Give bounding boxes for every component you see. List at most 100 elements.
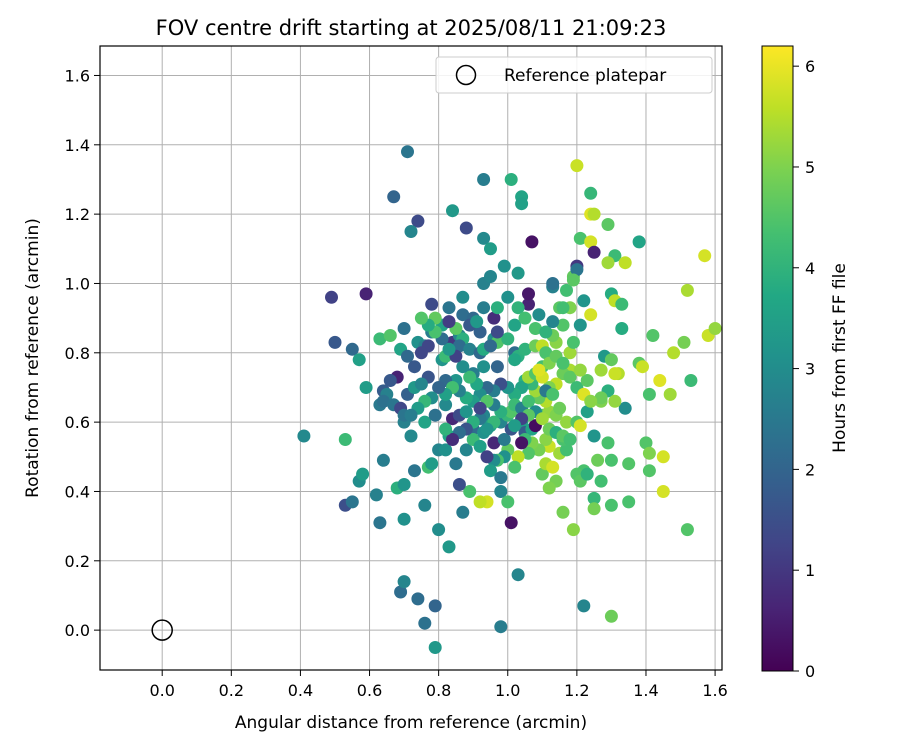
data-point bbox=[639, 436, 653, 450]
data-point bbox=[373, 332, 387, 346]
y-tick-label: 1.6 bbox=[65, 66, 90, 85]
data-point bbox=[494, 471, 508, 485]
data-point bbox=[408, 360, 421, 374]
data-point bbox=[546, 315, 560, 329]
data-point bbox=[432, 381, 446, 394]
data-point bbox=[459, 221, 473, 235]
data-point bbox=[680, 283, 694, 297]
legend: Reference platepar bbox=[435, 56, 713, 94]
data-point bbox=[456, 505, 470, 519]
data-point bbox=[397, 322, 411, 335]
data-point bbox=[584, 186, 598, 200]
data-point bbox=[297, 429, 311, 443]
data-point bbox=[532, 308, 546, 322]
x-tick-label: 0.8 bbox=[426, 681, 451, 700]
data-point bbox=[428, 408, 442, 422]
data-point bbox=[494, 620, 508, 634]
data-point bbox=[622, 457, 636, 471]
data-point bbox=[404, 408, 418, 422]
data-point bbox=[563, 370, 577, 384]
data-point bbox=[473, 495, 487, 509]
data-point bbox=[642, 464, 656, 478]
data-point bbox=[522, 446, 535, 460]
data-point bbox=[442, 301, 456, 315]
x-axis-label: Angular distance from reference (arcmin) bbox=[235, 713, 587, 733]
data-point bbox=[570, 263, 584, 277]
y-axis-ticks: 0.0 0.2 0.4 0.6 0.8 1.0 1.2 1.4 1.6 bbox=[65, 66, 100, 640]
data-point bbox=[473, 439, 487, 453]
data-point bbox=[487, 436, 501, 450]
data-point bbox=[656, 485, 670, 498]
colorbar-gradient bbox=[761, 45, 794, 672]
data-point bbox=[508, 419, 522, 433]
data-point bbox=[470, 315, 484, 329]
data-point bbox=[566, 523, 580, 537]
data-point bbox=[501, 495, 515, 509]
data-point bbox=[601, 436, 615, 450]
data-point bbox=[508, 460, 522, 474]
data-point bbox=[546, 387, 560, 401]
data-point bbox=[345, 495, 359, 509]
data-point bbox=[452, 478, 466, 491]
data-point bbox=[383, 374, 397, 387]
data-point bbox=[604, 453, 618, 467]
data-point bbox=[511, 301, 525, 315]
data-point bbox=[418, 415, 432, 429]
data-point bbox=[684, 374, 698, 387]
data-point bbox=[646, 329, 660, 342]
data-point bbox=[497, 433, 511, 446]
data-point bbox=[373, 516, 387, 530]
data-point bbox=[539, 433, 553, 446]
data-point bbox=[452, 339, 466, 353]
data-point bbox=[414, 311, 428, 325]
data-point bbox=[570, 159, 584, 173]
data-point bbox=[522, 287, 535, 301]
data-point bbox=[414, 346, 428, 360]
data-point bbox=[577, 294, 591, 308]
data-point bbox=[636, 360, 649, 374]
data-point bbox=[459, 405, 473, 419]
data-point bbox=[477, 173, 491, 186]
data-point bbox=[473, 325, 487, 339]
data-point bbox=[418, 498, 432, 512]
data-point bbox=[359, 381, 373, 394]
data-point bbox=[480, 422, 494, 436]
data-point bbox=[508, 353, 522, 367]
data-point bbox=[463, 485, 477, 498]
data-point bbox=[359, 287, 373, 301]
x-tick-label: 1.0 bbox=[495, 681, 520, 700]
y-tick-label: 0.8 bbox=[65, 344, 90, 363]
data-point bbox=[439, 398, 453, 412]
data-point bbox=[508, 318, 522, 332]
data-point bbox=[698, 249, 712, 263]
data-point bbox=[573, 363, 587, 377]
x-tick-label: 0.6 bbox=[357, 681, 382, 700]
data-point bbox=[587, 491, 601, 505]
data-point bbox=[587, 207, 601, 221]
data-point bbox=[532, 363, 546, 377]
data-point bbox=[632, 235, 646, 249]
data-point bbox=[563, 346, 577, 360]
colorbar-tick-label: 2 bbox=[805, 460, 815, 479]
data-point bbox=[601, 256, 615, 270]
data-point bbox=[504, 516, 518, 530]
data-point bbox=[656, 450, 670, 464]
data-point bbox=[601, 218, 615, 231]
data-points bbox=[297, 145, 722, 654]
data-point bbox=[325, 290, 338, 304]
data-point bbox=[408, 464, 421, 478]
data-point bbox=[338, 433, 352, 446]
data-point bbox=[642, 387, 656, 401]
data-point bbox=[494, 485, 508, 498]
data-point bbox=[411, 592, 425, 606]
data-point bbox=[501, 290, 515, 304]
data-point bbox=[594, 391, 608, 405]
data-point bbox=[425, 457, 439, 471]
data-point bbox=[432, 523, 446, 537]
data-point bbox=[376, 453, 390, 467]
data-point bbox=[473, 401, 487, 415]
legend-label-reference: Reference platepar bbox=[504, 66, 666, 86]
data-point bbox=[566, 273, 580, 287]
data-point bbox=[546, 277, 560, 290]
colorbar-ticks: 0 1 2 3 4 5 6 bbox=[793, 57, 815, 681]
